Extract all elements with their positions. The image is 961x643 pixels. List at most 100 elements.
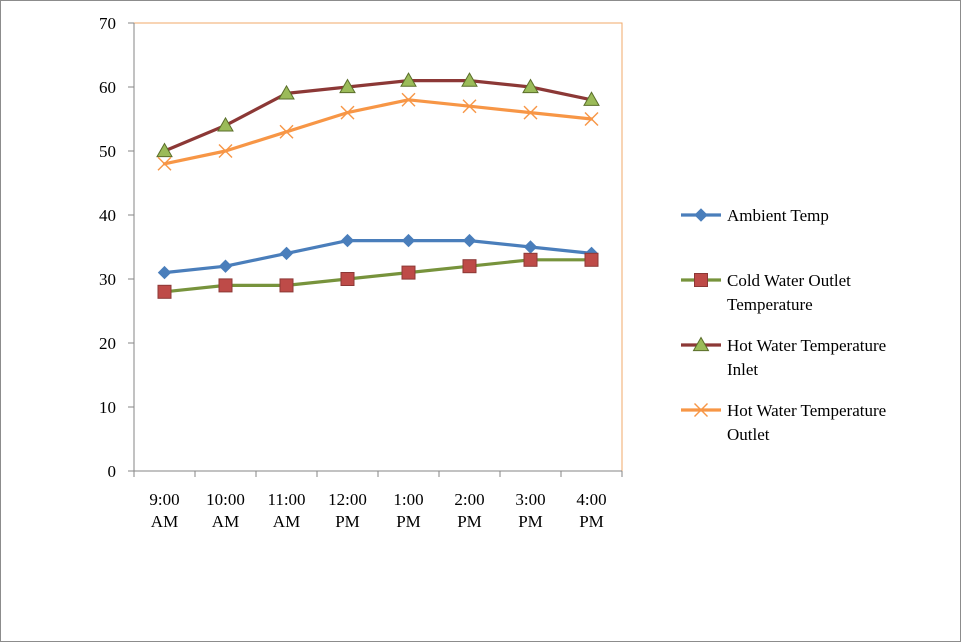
legend-item: Hot Water Temperature Inlet <box>681 336 886 379</box>
x-tick-label: 10:00 AM <box>206 490 245 531</box>
series-line <box>162 98 594 166</box>
data-point <box>461 72 478 87</box>
x-tick-label-line: 2:00 <box>454 490 484 509</box>
data-point <box>523 105 538 120</box>
series-ambient-temp <box>157 233 599 280</box>
legend-item: Ambient Temp <box>681 206 829 225</box>
data-point <box>401 233 416 248</box>
series-line <box>162 78 594 153</box>
marker-stroke <box>694 403 708 417</box>
series-line <box>162 258 594 294</box>
marker-stroke <box>523 105 538 120</box>
x-tick-label-line: AM <box>273 512 300 531</box>
y-tick-label: 10 <box>99 398 116 417</box>
data-point <box>157 156 172 171</box>
marker-stroke <box>279 124 294 139</box>
y-tick-label: 40 <box>99 206 116 225</box>
data-point <box>400 72 417 87</box>
series-line <box>162 239 594 275</box>
x-tick-label-line: PM <box>457 512 482 531</box>
data-point <box>523 252 538 267</box>
x-tick-label-line: 11:00 <box>267 490 305 509</box>
y-tick-label: 60 <box>99 78 116 97</box>
legend-label: Cold Water Outlet Temperature <box>727 271 851 314</box>
marker-stroke <box>340 105 355 120</box>
data-point <box>279 278 294 293</box>
series-hot-water-temperature-outlet <box>157 92 599 171</box>
data-point <box>339 78 356 94</box>
x-tick-label: 11:00 AM <box>267 490 305 531</box>
x-tick-label: 12:00 PM <box>328 490 367 531</box>
data-point <box>340 233 355 248</box>
data-point <box>462 233 477 248</box>
data-point <box>462 99 477 114</box>
legend-label-line: Outlet <box>727 425 770 444</box>
x-tick-label-line: 10:00 <box>206 490 245 509</box>
legend-label: Hot Water Temperature Outlet <box>727 401 886 444</box>
data-point <box>583 91 600 106</box>
data-point <box>340 105 355 120</box>
legend-item: Hot Water Temperature Outlet <box>681 401 886 444</box>
data-point <box>340 272 355 286</box>
x-tick-label-line: 4:00 <box>576 490 606 509</box>
y-tick-label: 20 <box>99 334 116 353</box>
marker-stroke <box>584 112 599 126</box>
data-point <box>584 252 599 267</box>
y-tick-label: 30 <box>99 270 116 289</box>
data-point <box>279 124 294 139</box>
data-point <box>157 265 172 280</box>
legend-label-line: Temperature <box>727 295 813 314</box>
marker-stroke <box>157 156 172 171</box>
x-tick-label-line: PM <box>518 512 543 531</box>
data-point <box>156 142 173 158</box>
x-tick-label-line: PM <box>396 512 421 531</box>
x-tick-label-line: 9:00 <box>149 490 179 509</box>
x-tick-label: 1:00 PM <box>393 490 423 531</box>
series-hot-water-temperature-inlet <box>156 72 600 158</box>
x-tick-label: 2:00 PM <box>454 490 484 531</box>
data-point <box>401 265 416 280</box>
data-point <box>217 116 234 132</box>
y-tick-label: 70 <box>99 14 116 33</box>
legend-label: Hot Water Temperature Inlet <box>727 336 886 379</box>
data-point <box>522 78 539 94</box>
legend-label-line: Hot Water Temperature <box>727 336 886 355</box>
data-point <box>279 246 294 261</box>
x-tick-label-line: 3:00 <box>515 490 545 509</box>
data-point <box>218 144 233 158</box>
marker-stroke <box>218 144 233 158</box>
legend-marker <box>694 273 708 287</box>
legend-label: Ambient Temp <box>727 206 829 225</box>
x-tick-label-line: PM <box>579 512 604 531</box>
data-point <box>157 284 172 299</box>
x-tick-label: 4:00 PM <box>576 490 606 531</box>
legend-label-line: Ambient Temp <box>727 206 829 225</box>
x-tick-label-line: AM <box>151 512 178 531</box>
marker-stroke <box>462 99 477 114</box>
data-point <box>401 92 416 107</box>
legend-label-line: Hot Water Temperature <box>727 401 886 420</box>
x-tick-label-line: PM <box>335 512 360 531</box>
legend-marker <box>692 336 710 352</box>
y-tick-label: 0 <box>108 462 117 481</box>
x-tick-label: 3:00 PM <box>515 490 545 531</box>
series-cold-water-outlet-temperature <box>157 252 599 299</box>
legend-marker <box>694 208 708 222</box>
legend-label-line: Inlet <box>727 360 758 379</box>
data-point <box>218 259 233 273</box>
data-point <box>462 259 477 274</box>
x-tick-label-line: 12:00 <box>328 490 367 509</box>
x-tick-label-line: AM <box>212 512 239 531</box>
legend-marker <box>694 403 708 417</box>
x-tick-label-line: 1:00 <box>393 490 423 509</box>
data-point <box>584 112 599 126</box>
y-tick-label: 50 <box>99 142 116 161</box>
x-tick-label: 9:00 AM <box>149 490 179 531</box>
legend-item: Cold Water Outlet Temperature <box>681 271 851 314</box>
marker-stroke <box>401 92 416 107</box>
data-point <box>278 84 295 100</box>
data-point <box>218 278 233 293</box>
legend-label-line: Cold Water Outlet <box>727 271 851 290</box>
